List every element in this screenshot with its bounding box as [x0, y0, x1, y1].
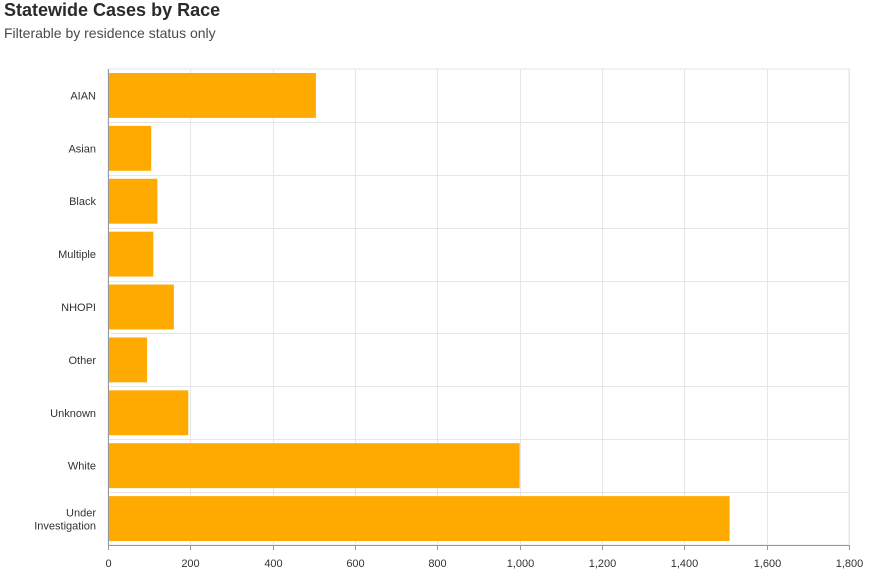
- bar: [108, 178, 158, 224]
- y-category-label: Under Investigation: [34, 508, 96, 533]
- x-tick-label: 400: [264, 558, 282, 570]
- x-tick-label: 1,800: [836, 558, 864, 570]
- y-category-label: Black: [69, 196, 96, 208]
- bar: [108, 231, 154, 277]
- bar: [108, 443, 520, 489]
- x-tick-label: 600: [346, 558, 364, 570]
- chart-subtitle: Filterable by residence status only: [4, 25, 216, 41]
- x-tick-label: 1,400: [671, 558, 699, 570]
- y-category-label: Multiple: [58, 249, 96, 261]
- x-tick-label: 1,600: [754, 558, 782, 570]
- y-category-label: Asian: [68, 143, 96, 155]
- y-category-label: Other: [68, 355, 96, 367]
- y-category-label: White: [68, 461, 96, 473]
- chart-title: Statewide Cases by Race: [4, 0, 221, 20]
- bar: [108, 284, 174, 330]
- bar: [108, 337, 148, 383]
- y-category-label: NHOPI: [61, 302, 96, 314]
- bar: [108, 73, 316, 118]
- bar: [108, 496, 730, 541]
- x-tick-label: 0: [105, 558, 111, 570]
- x-tick-label: 1,200: [589, 558, 617, 570]
- x-tick-label: 1,000: [507, 558, 535, 570]
- y-category-label: Unknown: [50, 408, 96, 420]
- x-tick-label: 200: [181, 558, 199, 570]
- bar: [108, 125, 152, 171]
- bar: [108, 390, 189, 436]
- x-tick-label: 800: [428, 558, 446, 570]
- y-category-label: AIAN: [70, 90, 96, 102]
